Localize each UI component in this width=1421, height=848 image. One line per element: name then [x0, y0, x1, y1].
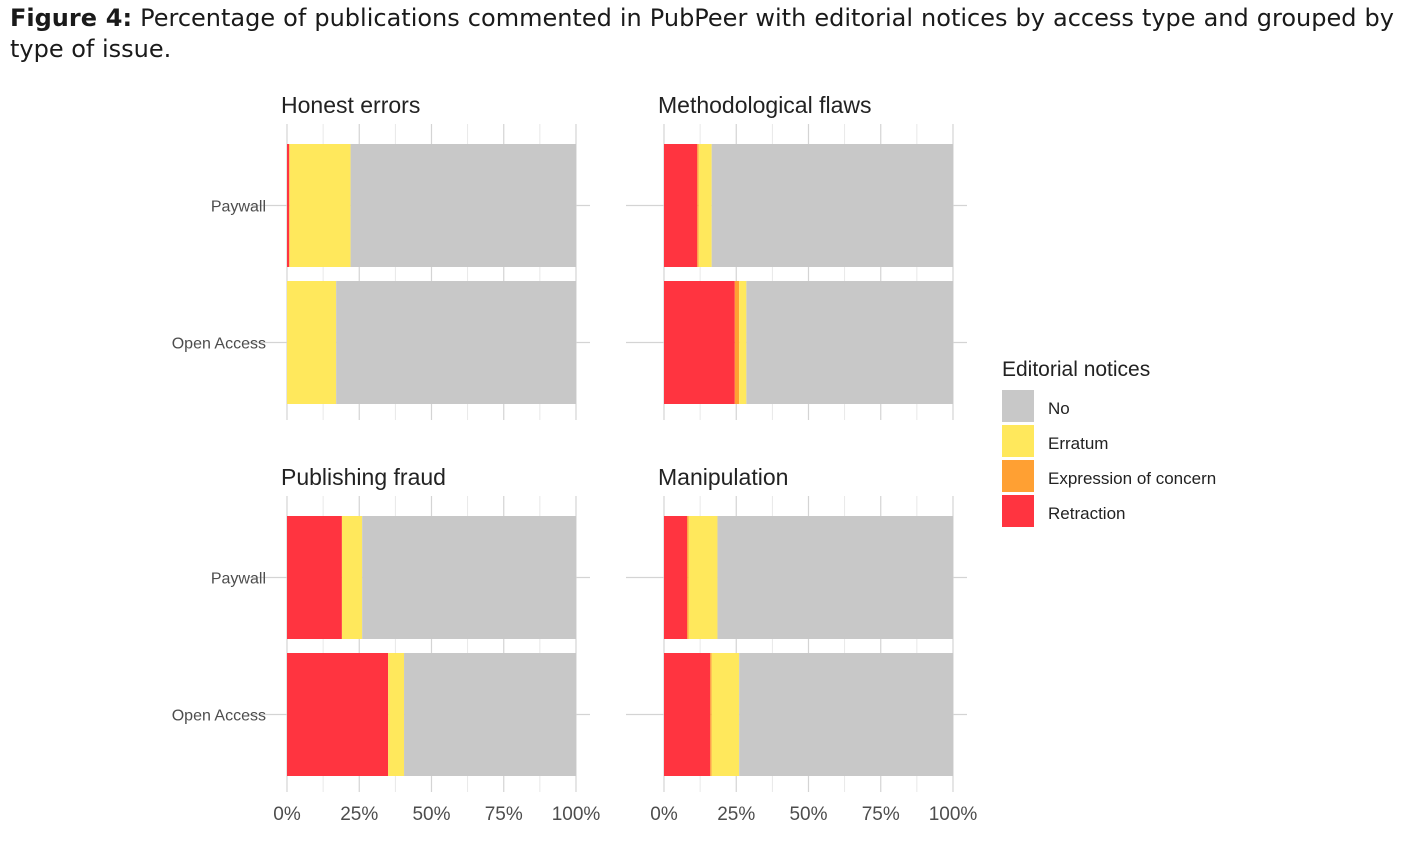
bar-segment-no [336, 281, 576, 404]
category-label-paywall: Paywall [211, 199, 266, 216]
bar-segment-erratum [287, 281, 337, 404]
panel-title-publishing-fraud: Publishing fraud [281, 464, 446, 490]
bar-segment-retraction [664, 144, 698, 267]
bar-segment-no [717, 516, 953, 639]
x-tick-label: 50% [412, 804, 450, 825]
bar-segment-no [711, 144, 953, 267]
bar-segment-no [362, 516, 576, 639]
bar-segment-expression-of-concern [687, 516, 689, 639]
x-tick-label: 25% [340, 804, 378, 825]
x-tick-label: 100% [552, 804, 601, 825]
legend-swatch-erratum [1002, 425, 1034, 457]
panel-title-methodological-flaws: Methodological flaws [658, 92, 872, 118]
category-label-open-access: Open Access [172, 336, 266, 353]
bar-segment-retraction [664, 281, 735, 404]
legend-swatch-retraction [1002, 495, 1034, 527]
legend-swatch-no [1002, 390, 1034, 422]
figure-caption-text: Percentage of publications commented in … [10, 4, 1394, 63]
x-tick-label: 0% [650, 804, 678, 825]
category-label-open-access: Open Access [172, 708, 266, 725]
legend-label-no: No [1048, 399, 1070, 418]
bar-segment-erratum [698, 144, 712, 267]
bar-segment-expression-of-concern [697, 144, 699, 267]
bar-segment-retraction [664, 653, 711, 776]
bar-segment-erratum [688, 516, 718, 639]
bar-segment-erratum [341, 516, 363, 639]
bar-segment-erratum [739, 281, 747, 404]
bar-segment-erratum [711, 653, 740, 776]
bar-segment-retraction [287, 653, 389, 776]
bar-segment-retraction [287, 144, 290, 267]
x-tick-label: 50% [789, 804, 827, 825]
figure-caption-label: Figure 4: [10, 4, 133, 32]
x-tick-label: 25% [717, 804, 755, 825]
category-label-paywall: Paywall [211, 571, 266, 588]
figure-caption: Figure 4: Percentage of publications com… [10, 3, 1394, 65]
legend-label-expression-of-concern: Expression of concern [1048, 469, 1216, 488]
legend-swatch-expression-of-concern [1002, 460, 1034, 492]
x-tick-label: 100% [929, 804, 978, 825]
x-tick-label: 75% [485, 804, 523, 825]
bar-segment-retraction [287, 516, 342, 639]
legend-label-erratum: Erratum [1048, 434, 1108, 453]
bar-segment-expression-of-concern [710, 653, 712, 776]
bar-segment-erratum [388, 653, 405, 776]
legend-label-retraction: Retraction [1048, 504, 1125, 523]
bar-segment-retraction [664, 516, 688, 639]
x-tick-label: 75% [862, 804, 900, 825]
bar-segment-no [404, 653, 576, 776]
bar-segment-no [739, 653, 953, 776]
bar-segment-expression-of-concern [734, 281, 740, 404]
bar-segment-no [350, 144, 576, 267]
bar-segment-no [746, 281, 953, 404]
legend-title: Editorial notices [1002, 358, 1150, 381]
bar-segment-erratum [289, 144, 351, 267]
panel-title-honest-errors: Honest errors [281, 92, 420, 118]
x-tick-label: 0% [273, 804, 301, 825]
panel-title-manipulation: Manipulation [658, 464, 788, 490]
